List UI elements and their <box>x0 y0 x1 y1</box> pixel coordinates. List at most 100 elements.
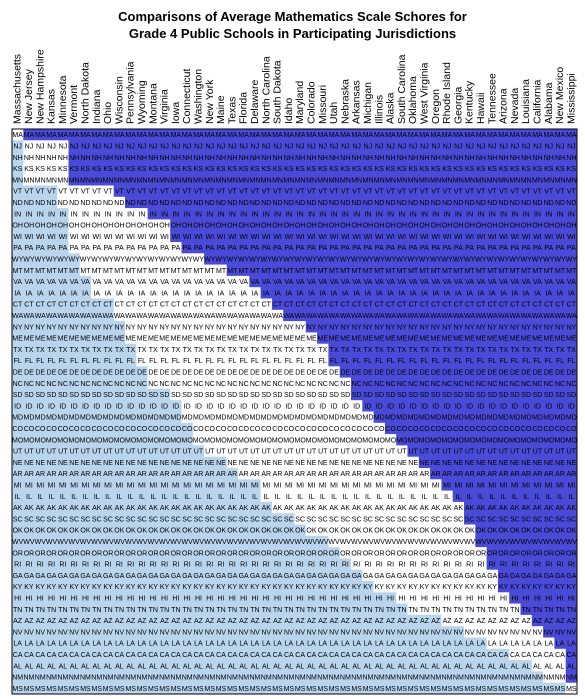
matrix-cell <box>362 614 374 627</box>
matrix-cell <box>34 230 47 243</box>
matrix-cell <box>68 400 81 412</box>
matrix-cell-label: WI <box>205 234 214 241</box>
matrix-cell-label: NV <box>160 629 170 636</box>
matrix-cell <box>136 671 148 683</box>
matrix-cell-label: WI <box>375 234 384 241</box>
matrix-cell-label: MI <box>421 482 429 489</box>
matrix-cell <box>147 366 160 378</box>
matrix-cell-label: IA <box>523 290 530 297</box>
matrix-cell-label: NE <box>171 460 181 467</box>
matrix-cell-label: WI <box>420 234 429 241</box>
matrix-cell-label: ME <box>442 336 453 343</box>
matrix-cell-label: NJ <box>59 143 68 150</box>
matrix-cell-label: NM <box>227 675 238 682</box>
matrix-cell-label: CT <box>171 302 181 309</box>
matrix-cell <box>170 219 182 231</box>
matrix-cell <box>452 468 465 480</box>
matrix-cell-label: NM <box>295 675 306 682</box>
matrix-cell-label: MO <box>566 437 578 444</box>
matrix-cell-label: ND <box>58 200 68 207</box>
column-label: Tennessee <box>486 73 498 124</box>
matrix-cell-label: LA <box>409 641 418 648</box>
matrix-cell-label: SC <box>81 516 91 523</box>
matrix-cell-label: AL <box>556 663 565 670</box>
matrix-cell <box>396 253 408 265</box>
matrix-cell-label: CO <box>205 426 216 433</box>
matrix-cell <box>407 535 420 548</box>
matrix-cell-label: OK <box>24 528 34 535</box>
matrix-cell-label: LA <box>160 641 169 648</box>
matrix-cell <box>102 185 114 198</box>
matrix-cell <box>125 140 137 152</box>
matrix-cell-label: WY <box>204 256 216 263</box>
matrix-cell-label: ME <box>306 336 317 343</box>
matrix-cell-label: KS <box>408 166 418 173</box>
matrix-cell-label: MS <box>35 686 46 693</box>
matrix-cell-label: NJ <box>13 143 22 150</box>
matrix-cell-label: WV <box>204 539 216 546</box>
matrix-cell <box>509 185 521 198</box>
matrix-cell <box>396 434 408 446</box>
matrix-cell <box>362 501 374 514</box>
matrix-cell-label: ID <box>127 403 134 410</box>
matrix-cell <box>351 287 363 299</box>
matrix-cell <box>170 445 182 457</box>
matrix-cell <box>464 535 476 548</box>
matrix-cell <box>554 230 566 243</box>
matrix-cell-label: MT <box>318 268 329 275</box>
matrix-cell-label: MT <box>13 268 24 275</box>
matrix-cell-label: VT <box>284 189 294 196</box>
matrix-cell <box>351 626 363 638</box>
matrix-cell <box>509 208 521 220</box>
matrix-cell-label: IA <box>116 290 123 297</box>
matrix-cell-label: WI <box>285 234 294 241</box>
matrix-cell <box>554 208 566 220</box>
matrix-cell <box>113 434 126 446</box>
matrix-cell-label: IA <box>14 290 21 297</box>
matrix-cell-label: WA <box>261 313 272 320</box>
matrix-cell <box>351 468 363 480</box>
matrix-cell <box>373 648 386 661</box>
matrix-cell <box>215 174 227 186</box>
matrix-cell <box>136 230 148 243</box>
matrix-cell <box>418 535 431 548</box>
matrix-cell <box>204 637 216 650</box>
matrix-cell-label: WI <box>36 234 45 241</box>
matrix-cell-label: SD <box>284 392 294 399</box>
matrix-cell <box>396 208 408 220</box>
matrix-cell-label: MN <box>148 177 159 184</box>
matrix-cell <box>486 637 499 650</box>
matrix-cell <box>136 547 148 559</box>
matrix-cell <box>57 422 69 435</box>
matrix-cell <box>328 332 340 344</box>
matrix-cell <box>430 671 442 683</box>
matrix-cell <box>181 592 194 604</box>
matrix-cell <box>509 592 521 604</box>
matrix-cell <box>328 242 340 254</box>
matrix-cell-label: CO <box>521 426 532 433</box>
matrix-cell-label: CO <box>35 426 46 433</box>
matrix-cell-label: CT <box>363 302 373 309</box>
matrix-cell <box>351 614 363 627</box>
matrix-cell <box>79 287 92 299</box>
matrix-cell-label: TN <box>408 607 417 614</box>
matrix-cell <box>136 434 148 446</box>
matrix-cell <box>181 332 194 344</box>
matrix-cell-label: SD <box>47 392 57 399</box>
matrix-cell <box>102 196 114 209</box>
matrix-cell-label: CT <box>420 302 430 309</box>
matrix-cell-label: ND <box>498 200 508 207</box>
matrix-cell-label: NH <box>239 155 249 162</box>
matrix-cell <box>91 287 103 299</box>
matrix-cell <box>215 434 227 446</box>
matrix-cell <box>384 490 397 503</box>
matrix-cell <box>362 332 374 344</box>
matrix-cell-label: TX <box>420 347 429 354</box>
matrix-cell <box>328 287 340 299</box>
matrix-cell <box>271 614 284 627</box>
matrix-cell <box>497 208 510 220</box>
matrix-cell <box>407 411 420 424</box>
matrix-cell <box>283 581 295 593</box>
matrix-cell <box>204 196 216 209</box>
matrix-cell-label: AL <box>420 663 429 670</box>
